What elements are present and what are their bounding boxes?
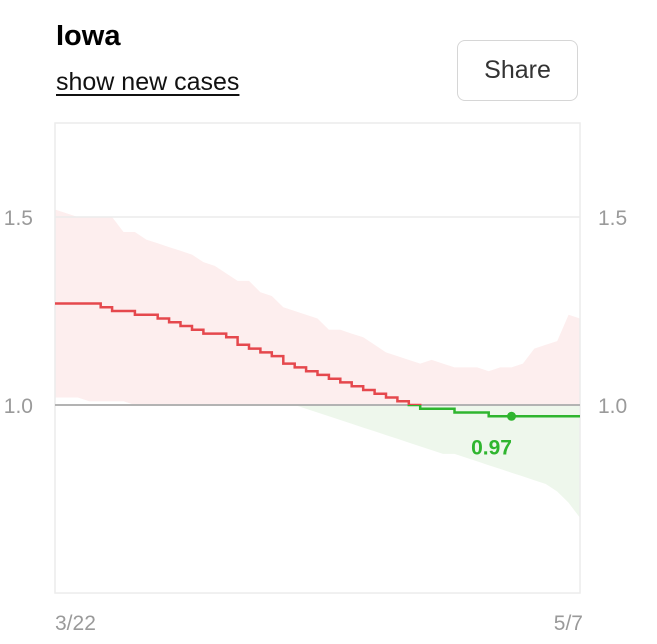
confidence-band-above <box>55 209 580 405</box>
y-tick-label-right: 1.5 <box>598 207 627 230</box>
y-tick-label-left: 1.5 <box>4 207 33 230</box>
plot-frame <box>54 122 581 594</box>
current-value-label: 0.97 <box>471 436 512 459</box>
show-new-cases-link[interactable]: show new cases <box>56 68 240 96</box>
y-tick-label-right: 1.0 <box>598 395 627 418</box>
x-tick-label-start: 3/22 <box>55 612 96 635</box>
current-value-marker <box>507 411 517 421</box>
y-tick-label-left: 1.0 <box>4 395 33 418</box>
share-button[interactable]: Share <box>457 40 578 101</box>
confidence-band-below <box>134 405 580 518</box>
rt-line-below <box>407 405 580 418</box>
rt-line-above <box>55 302 422 405</box>
page-title: Iowa <box>56 20 121 52</box>
x-tick-label-end: 5/7 <box>554 612 583 635</box>
